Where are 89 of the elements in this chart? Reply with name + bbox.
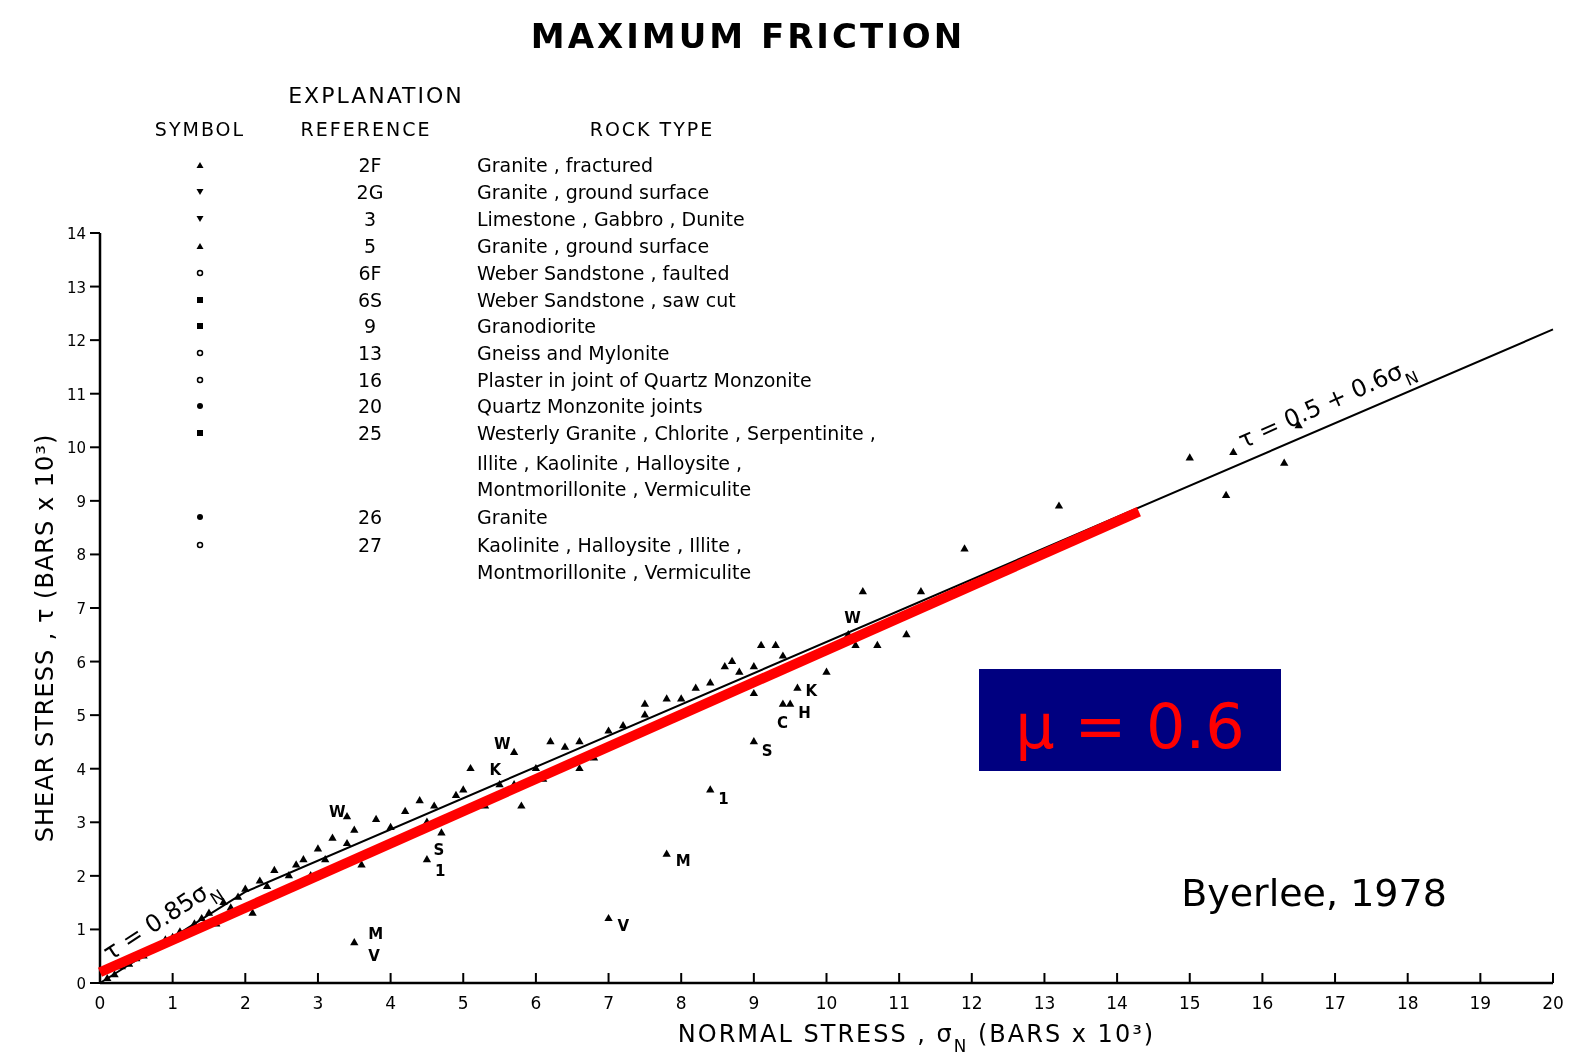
- x-tick-label: 20: [1542, 993, 1564, 1013]
- text: EXPLANATION: [288, 83, 464, 108]
- text: Granite , fractured: [477, 154, 653, 176]
- text: 3: [363, 208, 377, 230]
- annotation: Westerly Granite , Chlorite , Serpentinite ,: [477, 422, 876, 444]
- x-tick-label: 0: [94, 993, 106, 1013]
- annotation: Byerlee, 1978: [1181, 871, 1447, 915]
- annotation: Plaster in joint of Quartz Monzonite: [477, 369, 812, 391]
- annotation: 20: [357, 395, 383, 417]
- text: SYMBOL: [154, 118, 246, 140]
- y-tick-label: 1: [76, 921, 86, 940]
- annotation: 27: [357, 534, 383, 556]
- y-tick-label: 14: [66, 225, 86, 243]
- annotation: Montmorillonite , Vermiculite: [477, 478, 752, 500]
- y-tick-label: 11: [66, 385, 86, 404]
- y-tick-label: 7: [76, 600, 86, 618]
- x-tick-label: 19: [1469, 993, 1492, 1013]
- x-tick-label: 12: [960, 993, 983, 1013]
- chart-title: MAXIMUM FRICTION: [530, 16, 966, 56]
- x-tick-label: 3: [312, 993, 324, 1013]
- annotation: V: [368, 946, 381, 965]
- x-tick-label: 4: [385, 993, 397, 1013]
- annotation: Gneiss and Mylonite: [477, 342, 670, 364]
- annotation: μ = 0.6: [1015, 690, 1245, 763]
- text: 2G: [356, 181, 384, 203]
- annotation: V: [617, 916, 630, 935]
- annotation: Illite , Kaolinite , Halloysite ,: [477, 452, 742, 474]
- x-tick-label: 1: [167, 993, 179, 1013]
- y-tick-label: 6: [76, 653, 86, 672]
- annotation: Kaolinite , Halloysite , Illite ,: [477, 534, 742, 556]
- annotation: 16: [357, 369, 383, 391]
- y-axis-title: SHEAR STRESS , τ (BARS x 10³): [31, 433, 59, 843]
- x-tick-label: 15: [1178, 993, 1201, 1013]
- annotation: Montmorillonite , Vermiculite: [477, 561, 752, 583]
- y-tick-label: 10: [66, 439, 86, 458]
- annotation: M: [675, 852, 691, 871]
- annotation: 25: [357, 422, 383, 444]
- text: REFERENCE: [300, 118, 432, 140]
- y-tick-label: 2: [76, 867, 86, 886]
- x-tick-label: 10: [815, 993, 838, 1013]
- text: Granite , ground surface: [477, 181, 710, 203]
- annotation: 13: [357, 342, 383, 364]
- x-tick-label: 6: [530, 993, 542, 1013]
- annotation: 5: [363, 235, 377, 257]
- x-axis-title: NORMAL STRESS , σ$_{N}$ (BARS x 10³): [677, 1020, 1156, 1056]
- y-tick-label: 0: [76, 975, 86, 993]
- annotation: Granite: [477, 506, 548, 528]
- annotation: W: [494, 734, 512, 753]
- annotation: 1: [718, 790, 729, 809]
- annotation: Granite , ground surface: [477, 235, 710, 257]
- x-tick-label: 17: [1324, 993, 1346, 1013]
- annotation: 1: [434, 861, 446, 880]
- x-tick-label: 7: [603, 993, 614, 1013]
- x-tick-label: 13: [1033, 993, 1056, 1013]
- annotation: S: [761, 741, 773, 760]
- annotation: Granodiorite: [477, 315, 597, 337]
- y-tick-label: 4: [76, 760, 86, 779]
- x-tick-label: 11: [888, 993, 910, 1013]
- annotation: M: [368, 924, 384, 943]
- annotation: W: [329, 802, 347, 821]
- annotation: Quartz Monzonite joints: [477, 395, 703, 417]
- y-tick-label: 3: [76, 814, 86, 833]
- annotation: 6F: [358, 262, 382, 284]
- annotation: S: [433, 841, 445, 859]
- x-tick-label: 5: [457, 993, 469, 1013]
- text: 2F: [358, 154, 382, 176]
- annotation: Weber Sandstone , faulted: [477, 262, 730, 284]
- annotation: 6S: [357, 289, 383, 311]
- y-tick-label: 13: [66, 278, 86, 297]
- x-tick-label: 8: [675, 993, 687, 1013]
- x-tick-label: 14: [1106, 993, 1128, 1013]
- annotation: W: [844, 608, 862, 627]
- x-tick-label: 2: [239, 993, 251, 1013]
- y-tick-label: 5: [76, 707, 86, 726]
- y-tick-label: 8: [76, 546, 86, 565]
- text: Limestone , Gabbro , Dunite: [477, 208, 745, 230]
- x-tick-label: 9: [748, 993, 760, 1013]
- annotation: K: [805, 682, 819, 701]
- annotation: 9: [363, 315, 377, 337]
- x-tick-label: 18: [1396, 993, 1419, 1013]
- y-tick-label: 9: [76, 492, 86, 511]
- annotation: 26: [357, 506, 383, 528]
- annotation: H: [798, 704, 811, 723]
- annotation: Weber Sandstone , saw cut: [477, 289, 736, 311]
- annotation: K: [489, 760, 503, 779]
- x-tick-label: 16: [1251, 993, 1274, 1013]
- text: ROCK TYPE: [589, 118, 715, 140]
- annotation: C: [776, 714, 788, 733]
- y-tick-label: 12: [66, 332, 86, 351]
